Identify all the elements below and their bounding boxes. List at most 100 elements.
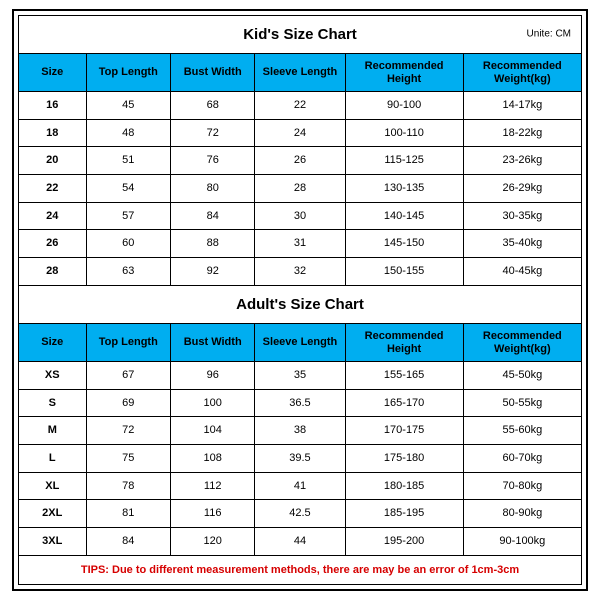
table-row: 2XL8111642.5185-19580-90kg — [19, 500, 582, 528]
value-cell: 51 — [86, 147, 170, 175]
col-head-line: Weight(kg) — [466, 73, 579, 86]
value-cell: 30 — [255, 202, 345, 230]
size-cell: 24 — [19, 202, 87, 230]
kids-title-row: Kid's Size ChartUnite: CM — [19, 15, 582, 53]
table-row: 26608831145-15035-40kg — [19, 230, 582, 258]
value-cell: 130-135 — [345, 175, 463, 203]
value-cell: 92 — [170, 258, 254, 286]
col-head-line: Recommended — [348, 60, 461, 73]
value-cell: 60 — [86, 230, 170, 258]
value-cell: 45-50kg — [463, 362, 581, 390]
chart-outer-frame: Kid's Size ChartUnite: CMSizeTop LengthB… — [12, 9, 588, 592]
tips-row: TIPS: Due to different measurement metho… — [19, 555, 582, 585]
value-cell: 80 — [170, 175, 254, 203]
table-row: 28639232150-15540-45kg — [19, 258, 582, 286]
col-head-line: Recommended — [348, 330, 461, 343]
column-header: Size — [19, 323, 87, 361]
column-header: Sleeve Length — [255, 323, 345, 361]
value-cell: 60-70kg — [463, 445, 581, 473]
value-cell: 32 — [255, 258, 345, 286]
value-cell: 35-40kg — [463, 230, 581, 258]
value-cell: 140-145 — [345, 202, 463, 230]
value-cell: 81 — [86, 500, 170, 528]
table-row: 1645682290-10014-17kg — [19, 92, 582, 120]
value-cell: 100-110 — [345, 119, 463, 147]
table-row: L7510839.5175-18060-70kg — [19, 445, 582, 473]
tips-text: TIPS: Due to different measurement metho… — [19, 555, 582, 585]
value-cell: 23-26kg — [463, 147, 581, 175]
value-cell: 54 — [86, 175, 170, 203]
value-cell: 72 — [170, 119, 254, 147]
table-row: 20517626115-12523-26kg — [19, 147, 582, 175]
value-cell: 150-155 — [345, 258, 463, 286]
size-cell: 20 — [19, 147, 87, 175]
value-cell: 145-150 — [345, 230, 463, 258]
value-cell: 22 — [255, 92, 345, 120]
value-cell: 26-29kg — [463, 175, 581, 203]
col-head-line: Weight(kg) — [466, 343, 579, 356]
column-header-row: SizeTop LengthBust WidthSleeve LengthRec… — [19, 323, 582, 361]
value-cell: 28 — [255, 175, 345, 203]
column-header: Bust Width — [170, 53, 254, 91]
value-cell: 30-35kg — [463, 202, 581, 230]
section-title-text: Adult's Size Chart — [236, 296, 364, 313]
value-cell: 57 — [86, 202, 170, 230]
table-row: XL7811241180-18570-80kg — [19, 472, 582, 500]
value-cell: 69 — [86, 389, 170, 417]
value-cell: 44 — [255, 528, 345, 556]
value-cell: 115-125 — [345, 147, 463, 175]
column-header-row: SizeTop LengthBust WidthSleeve LengthRec… — [19, 53, 582, 91]
value-cell: 112 — [170, 472, 254, 500]
column-header: Sleeve Length — [255, 53, 345, 91]
table-row: 18487224100-11018-22kg — [19, 119, 582, 147]
size-cell: XS — [19, 362, 87, 390]
value-cell: 24 — [255, 119, 345, 147]
column-header: RecommendedWeight(kg) — [463, 53, 581, 91]
value-cell: 185-195 — [345, 500, 463, 528]
value-cell: 18-22kg — [463, 119, 581, 147]
value-cell: 195-200 — [345, 528, 463, 556]
size-cell: 2XL — [19, 500, 87, 528]
size-cell: 26 — [19, 230, 87, 258]
column-header: Top Length — [86, 323, 170, 361]
value-cell: 170-175 — [345, 417, 463, 445]
value-cell: 31 — [255, 230, 345, 258]
size-cell: 22 — [19, 175, 87, 203]
section-title: Adult's Size Chart — [19, 285, 582, 323]
column-header: Top Length — [86, 53, 170, 91]
value-cell: 155-165 — [345, 362, 463, 390]
value-cell: 84 — [86, 528, 170, 556]
value-cell: 45 — [86, 92, 170, 120]
col-head-line: Recommended — [466, 60, 579, 73]
adults-title-row: Adult's Size Chart — [19, 285, 582, 323]
value-cell: 96 — [170, 362, 254, 390]
value-cell: 120 — [170, 528, 254, 556]
table-row: 24578430140-14530-35kg — [19, 202, 582, 230]
value-cell: 104 — [170, 417, 254, 445]
table-row: 3XL8412044195-20090-100kg — [19, 528, 582, 556]
value-cell: 116 — [170, 500, 254, 528]
value-cell: 14-17kg — [463, 92, 581, 120]
value-cell: 39.5 — [255, 445, 345, 473]
col-head-line: Height — [348, 73, 461, 86]
value-cell: 108 — [170, 445, 254, 473]
table-row: M7210438170-17555-60kg — [19, 417, 582, 445]
column-header: RecommendedHeight — [345, 323, 463, 361]
size-cell: 16 — [19, 92, 87, 120]
value-cell: 50-55kg — [463, 389, 581, 417]
size-cell: XL — [19, 472, 87, 500]
value-cell: 90-100kg — [463, 528, 581, 556]
section-title-text: Kid's Size Chart — [243, 26, 357, 43]
value-cell: 180-185 — [345, 472, 463, 500]
column-header: Bust Width — [170, 323, 254, 361]
value-cell: 26 — [255, 147, 345, 175]
value-cell: 88 — [170, 230, 254, 258]
value-cell: 70-80kg — [463, 472, 581, 500]
col-head-line: Height — [348, 343, 461, 356]
value-cell: 63 — [86, 258, 170, 286]
value-cell: 68 — [170, 92, 254, 120]
value-cell: 41 — [255, 472, 345, 500]
column-header: RecommendedHeight — [345, 53, 463, 91]
value-cell: 76 — [170, 147, 254, 175]
size-cell: 18 — [19, 119, 87, 147]
